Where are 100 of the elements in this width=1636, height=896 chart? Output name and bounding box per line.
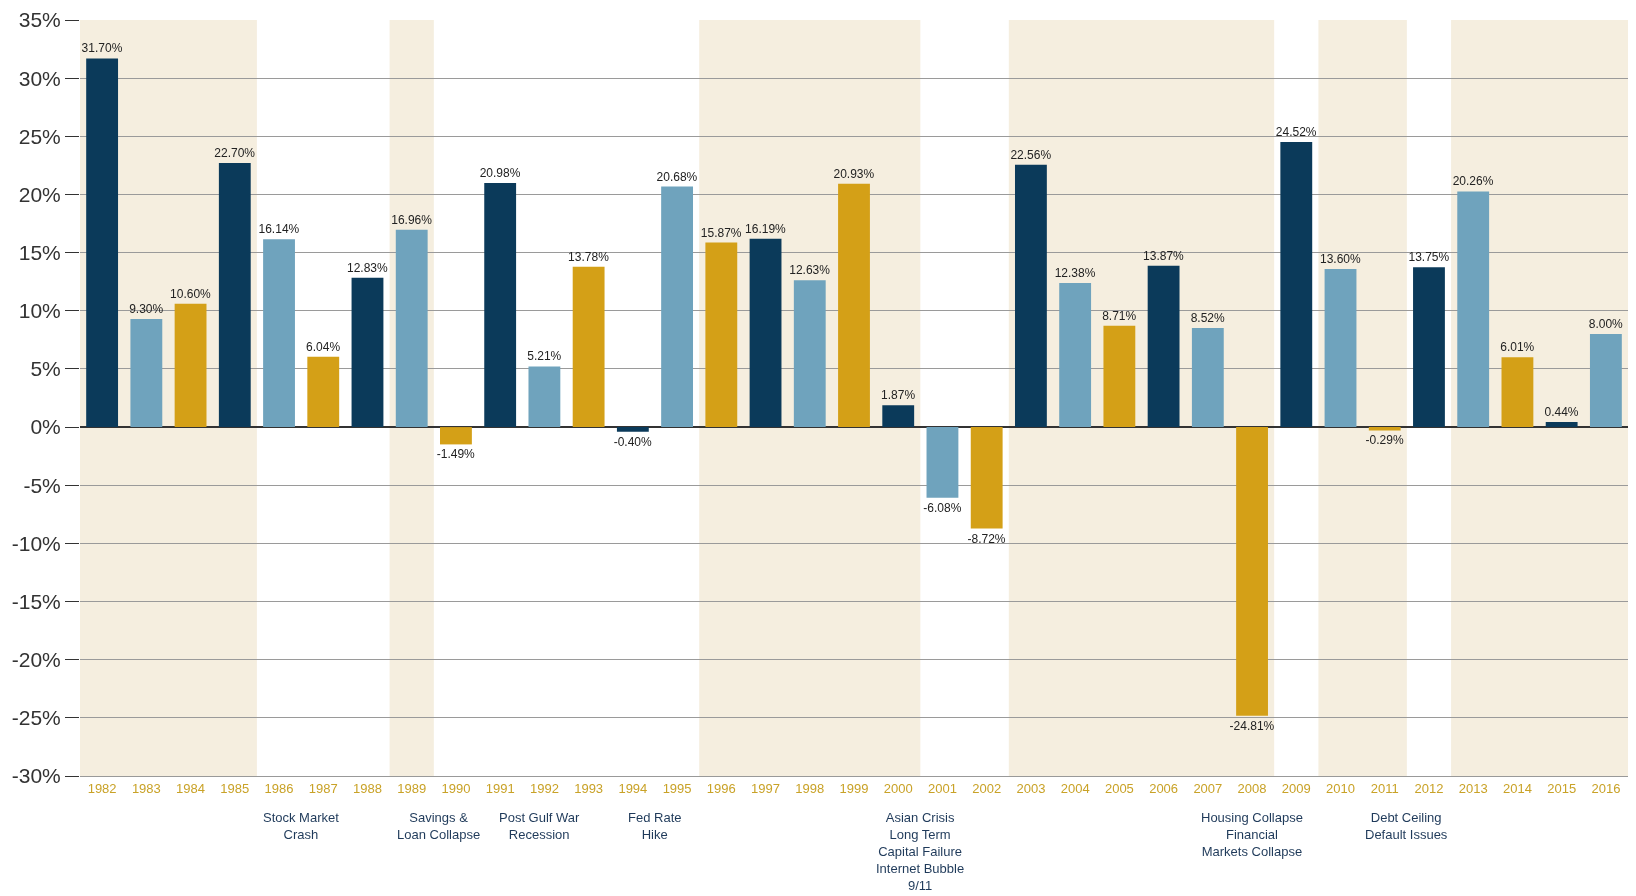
x-tick-label: 1987: [308, 780, 338, 796]
x-tick-label: 1982: [87, 780, 117, 796]
y-tick-label: -5%: [23, 473, 61, 497]
text: Fed Rate Hike: [628, 810, 682, 842]
y-tick-label: -25%: [11, 706, 61, 730]
bar: [174, 303, 207, 428]
x-tick-label: 2000: [883, 780, 913, 796]
data-label: 22.70%: [214, 146, 256, 161]
bar: [1457, 191, 1490, 428]
data-label: -6.08%: [923, 500, 962, 515]
y-tick-label: 20%: [18, 182, 61, 206]
bar: [1147, 265, 1180, 428]
y-tick-label: 35%: [18, 8, 61, 32]
data-label: -24.81%: [1229, 718, 1275, 733]
x-tick-label: 1996: [706, 780, 736, 796]
bar: [1324, 268, 1357, 428]
data-label: 24.52%: [1275, 124, 1317, 139]
x-tick-label: 2014: [1502, 780, 1532, 796]
text: Post Gulf War Recession: [499, 810, 581, 842]
bar: [307, 356, 340, 428]
data-label: 8.71%: [1102, 308, 1137, 323]
y-tick-label: 0%: [30, 415, 61, 439]
x-tick-label: 2008: [1237, 780, 1267, 796]
data-label: -1.49%: [436, 447, 476, 462]
text: Savings & Loan Collapse: [397, 810, 481, 842]
bar: [528, 366, 561, 428]
x-tick-label: 1993: [574, 780, 604, 796]
data-label: 20.93%: [833, 166, 875, 181]
x-tick-label: 2001: [928, 780, 957, 796]
data-label: 9.30%: [129, 301, 164, 316]
bar: [1413, 267, 1445, 428]
bar: [749, 238, 782, 428]
data-label: 16.14%: [258, 222, 300, 237]
bar: [484, 183, 517, 428]
data-label: 5.21%: [527, 349, 562, 364]
x-tick-label: 2004: [1060, 780, 1090, 796]
y-tick-label: -15%: [11, 589, 61, 613]
data-label: -8.72%: [967, 531, 1006, 546]
x-tick-label: 2005: [1104, 780, 1134, 796]
y-tick-label: -20%: [11, 648, 61, 672]
y-tick-label: -10%: [11, 531, 61, 555]
bar: [1059, 283, 1092, 428]
bar: [351, 277, 384, 428]
data-label: 15.87%: [700, 225, 742, 240]
data-label: 10.60%: [170, 286, 212, 301]
data-label: 20.68%: [656, 169, 698, 184]
x-tick-label: 1994: [618, 780, 648, 796]
x-tick-label: 1986: [264, 780, 294, 796]
bar: [970, 427, 1003, 529]
y-tick-label: 5%: [30, 357, 61, 381]
data-label: 12.63%: [789, 263, 831, 278]
bar: [926, 427, 959, 498]
x-tick-label: 2009: [1281, 780, 1311, 796]
x-tick-label: 1995: [662, 780, 692, 796]
x-tick-label: 2015: [1547, 780, 1577, 796]
x-tick-label: 1990: [441, 780, 471, 796]
x-tick-label: 1988: [353, 780, 382, 796]
x-tick-label: 1992: [529, 780, 559, 796]
bar: [838, 183, 870, 428]
bar: [661, 186, 694, 428]
x-tick-label: 2012: [1414, 780, 1444, 796]
bar: [263, 239, 295, 428]
data-label: 8.00%: [1588, 317, 1624, 332]
data-label: 22.56%: [1010, 147, 1052, 162]
data-label: -0.40%: [613, 434, 653, 449]
data-label: 6.01%: [1500, 340, 1535, 355]
data-label: 1.87%: [881, 388, 916, 403]
text: Debt Ceiling Default Issues: [1365, 810, 1448, 842]
bar: [1545, 421, 1578, 428]
data-label: 13.75%: [1408, 250, 1450, 265]
data-label: 13.87%: [1143, 248, 1185, 263]
bar: [1103, 325, 1136, 428]
bar: [1280, 141, 1313, 428]
data-label: 12.83%: [346, 260, 388, 275]
bar: [1589, 334, 1622, 428]
x-tick-label: 1997: [751, 780, 780, 796]
bar: [440, 427, 472, 445]
x-tick-label: 2011: [1370, 780, 1399, 796]
x-tick-label: 2006: [1149, 780, 1179, 796]
bar: [395, 229, 428, 428]
x-tick-label: 2007: [1193, 780, 1223, 796]
text: Housing Collapse Financial Markets Collapse: [1201, 810, 1303, 859]
data-label: 6.04%: [306, 339, 341, 354]
x-tick-label: 2013: [1458, 780, 1488, 796]
text: Stock Market Crash: [263, 810, 340, 842]
y-tick-label: 25%: [18, 124, 61, 148]
x-tick-label: 2016: [1591, 780, 1621, 796]
bar: [616, 427, 649, 432]
bar: [1191, 327, 1224, 428]
data-label: 20.98%: [479, 166, 521, 181]
bar: [793, 280, 826, 428]
x-tick-label: 1985: [220, 780, 250, 796]
data-label: 16.96%: [391, 212, 433, 227]
data-label: -0.29%: [1365, 433, 1404, 448]
x-tick-label: 1999: [839, 780, 869, 796]
data-label: 13.60%: [1320, 251, 1362, 266]
bar: [705, 242, 738, 428]
bar: [130, 318, 163, 428]
bar: [218, 163, 251, 428]
data-label: 0.44%: [1544, 404, 1579, 419]
